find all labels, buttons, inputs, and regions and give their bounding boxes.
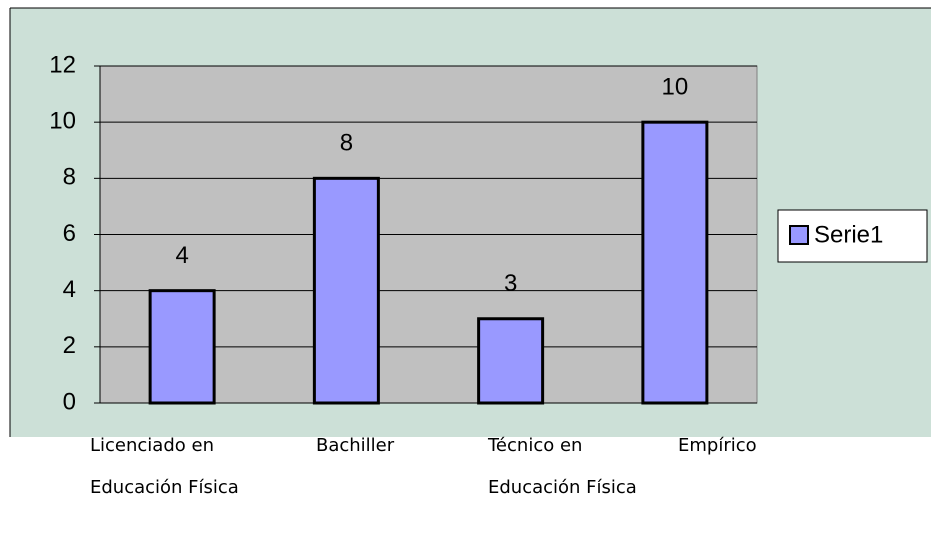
bar: [641, 120, 709, 405]
data-label: 4: [175, 242, 188, 269]
bar: [148, 289, 216, 405]
legend-swatch: [789, 225, 809, 245]
y-tick-label: 8: [63, 164, 76, 191]
legend-label: Serie1: [814, 221, 883, 248]
y-tick-label: 12: [49, 51, 76, 78]
x-tick-label: Bachiller: [316, 435, 395, 456]
bar: [477, 317, 545, 405]
data-label: 8: [340, 130, 353, 157]
data-label: 3: [504, 270, 517, 297]
y-tick-label: 10: [49, 108, 76, 135]
bar: [312, 176, 380, 405]
data-label: 10: [662, 74, 689, 101]
y-tick-label: 6: [63, 220, 76, 247]
x-tick-label: Técnico en Educación Física: [488, 435, 637, 498]
y-tick-label: 0: [63, 388, 76, 415]
y-tick-label: 4: [63, 276, 76, 303]
x-tick-label: Licenciado en Educación Física: [90, 435, 239, 498]
x-tick-label: Empírico: [678, 435, 757, 456]
y-tick-label: 2: [63, 332, 76, 359]
